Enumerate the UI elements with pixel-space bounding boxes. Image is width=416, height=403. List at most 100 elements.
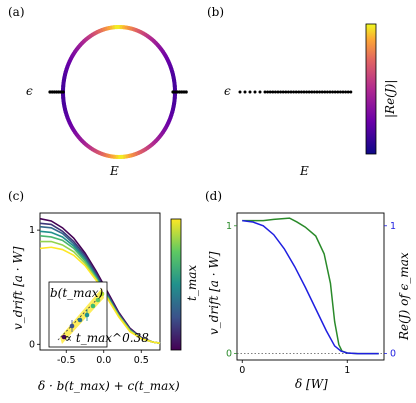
panel-d-ylabel-right: Re(J) of ϵ_max (397, 252, 411, 341)
panel-d-label: (d) (205, 189, 222, 203)
panel-c: (c) -0.5 0.0 0.5 0 1 v_drift [a · W] δ · b(t… (8, 189, 199, 393)
tip-point (175, 90, 179, 94)
y-tick-label: 1 (29, 225, 35, 236)
spectrum-point (328, 90, 332, 94)
panel-c-axes (39, 212, 161, 351)
tip-point (182, 90, 186, 94)
spectrum-point (310, 90, 314, 94)
spectrum-point (302, 90, 306, 94)
spectrum-point (333, 90, 337, 94)
panel-d: (d) 0 10 01 1 v_drift [a · W] Re(J) of ϵ_ma… (205, 189, 411, 391)
spectrum-point (325, 90, 329, 94)
y-tick-label-right: 1 (390, 221, 396, 232)
inset-ylabel: b(t_max) (50, 286, 103, 300)
panel-a-ylabel: ϵ (26, 84, 33, 98)
spectrum-point (299, 90, 303, 94)
colorbar-c-label: t_max (185, 265, 199, 301)
spectrum-point (268, 90, 272, 94)
spectrum-point (336, 90, 340, 94)
spectrum-point (258, 90, 262, 94)
spectrum-point (263, 90, 267, 94)
spectrum-point (338, 90, 342, 94)
spectrum-point (292, 90, 296, 94)
panel-a-xlabel: E (109, 164, 119, 178)
tip-point (171, 90, 175, 94)
tip-point (184, 90, 188, 94)
spectrum-point (243, 90, 247, 94)
spectrum-point (312, 90, 316, 94)
x-tick-label: -0.5 (57, 355, 76, 366)
panel-d-axes (236, 212, 385, 361)
inset-fit-line (57, 291, 105, 341)
spectrum-point (318, 90, 322, 94)
y-tick-label-right: 0 (390, 349, 396, 360)
panel-b-label: (b) (207, 5, 224, 19)
x-tick-label: 0.0 (96, 355, 111, 366)
tip-point (173, 90, 177, 94)
spectrum-point (349, 90, 353, 94)
spectrum-point (289, 90, 293, 94)
spectrum-point (284, 90, 288, 94)
y-tick-label-left: 0 (226, 349, 232, 360)
real-spectrum-points (238, 90, 353, 94)
panel-c-ylabel: v_drift [a · W] (11, 246, 25, 330)
spectrum-point (320, 90, 324, 94)
panel-d-xlabel: δ [W] (295, 377, 328, 391)
spectrum-point (294, 90, 298, 94)
spectrum-point (281, 90, 285, 94)
y-tick-label: 0 (29, 339, 35, 350)
panel-b-xlabel: E (299, 164, 309, 178)
spectrum-point (341, 90, 345, 94)
spectrum-point (238, 90, 242, 94)
spectrum-point (286, 90, 290, 94)
inset-point (90, 303, 96, 309)
tip-point (59, 90, 63, 94)
spectrum-point (297, 90, 301, 94)
inset-point (61, 334, 67, 340)
spectrum-point (315, 90, 319, 94)
panel-c-xlabel: δ · b(t_max) + c(t_max) (38, 379, 180, 393)
x-tick-label: 0.5 (134, 355, 149, 366)
tip-point (61, 90, 65, 94)
panel-c-ticks: -0.5 0.0 0.5 0 1 (29, 225, 149, 366)
spectrum-point (279, 90, 283, 94)
tip-point (52, 90, 57, 94)
panel-b-ylabel: ϵ (224, 84, 231, 98)
tip-point (57, 90, 61, 94)
spectrum-point (323, 90, 327, 94)
panel-b: (b) ϵ E |Re(J)| (207, 5, 397, 178)
inset-fit-band (60, 288, 104, 344)
inset-point (77, 317, 83, 323)
spectrum-point (248, 90, 252, 94)
spectrum-point (346, 90, 350, 94)
colorbar-b (365, 23, 377, 155)
panel-c-label: (c) (8, 189, 24, 203)
inset-point (95, 297, 101, 303)
x-tick-label: 1 (344, 365, 350, 376)
spectrum-point (271, 90, 275, 94)
colorbar-c (170, 218, 182, 351)
panel-d-ticks: 0 10 01 1 (226, 221, 396, 376)
tip-point (55, 90, 59, 94)
vdrift-curve (242, 217, 379, 355)
tip-point (48, 90, 52, 94)
tip-point (180, 90, 184, 94)
panel-a-label: (a) (8, 5, 25, 19)
panel-c-inset: b(t_max) ∝ t_max^0.38 (48, 281, 149, 348)
panel-a: (a) ϵ E (8, 5, 188, 178)
tip-point (178, 90, 182, 94)
spectrum-point (266, 90, 270, 94)
x-tick-label: 0 (239, 365, 245, 376)
tip-point (50, 90, 54, 94)
inset-point (99, 291, 105, 297)
spectrum-point (276, 90, 280, 94)
colorbar-b-label: |Re(J)| (383, 80, 397, 118)
spectrum-point (253, 90, 257, 94)
spectrum-point (344, 90, 348, 94)
panel-d-curves (237, 217, 384, 355)
y-tick-label-left: 1 (226, 221, 232, 232)
spectrum-point (305, 90, 309, 94)
ellipse-spectrum (48, 25, 188, 159)
inset-axes (48, 281, 108, 348)
